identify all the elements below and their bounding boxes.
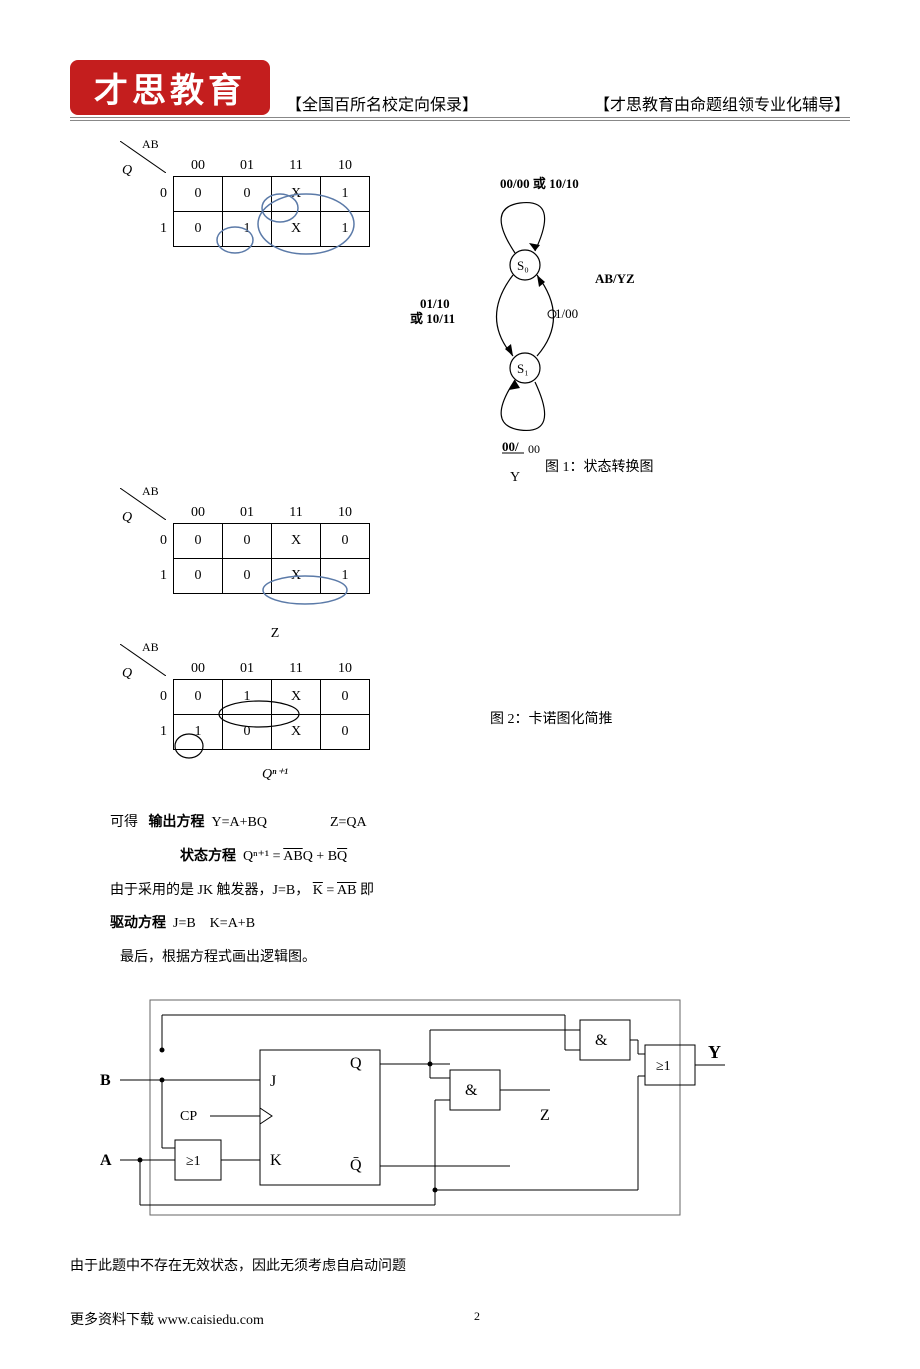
kmap3-corner-left: Q xyxy=(122,666,132,682)
conclusion-text: 由于此题中不存在无效状态，因此无须考虑自启动问题 xyxy=(70,1255,850,1279)
header-right: 【才思教育由命题组领专业化辅导】 xyxy=(594,91,850,115)
page-number: 2 xyxy=(264,1309,690,1329)
kmap3-loops xyxy=(120,696,360,766)
logo: 才思教育 xyxy=(70,60,270,115)
fig2-caption: 图 2：卡诺图化简推 xyxy=(490,708,613,728)
kmap-1: AB Q 00 01 11 10 0 0 0 X 1 1 0 xyxy=(120,141,370,263)
sd-s0: S₀ xyxy=(517,258,529,273)
or-gate-1: ≥1 xyxy=(186,1154,201,1169)
lbl-CP: CP xyxy=(180,1109,197,1124)
sd-abyz: AB/YZ xyxy=(595,271,635,286)
lbl-B: B xyxy=(100,1072,111,1089)
drive-eq-line: 驱动方程 J=B K=A+B xyxy=(110,912,850,936)
sd-right: 1/00 xyxy=(555,306,578,321)
kmap3-ch0: 00 xyxy=(174,644,223,680)
and-gate-y: & xyxy=(595,1032,608,1049)
lbl-A: A xyxy=(100,1152,112,1169)
sd-bot-1: 00/ xyxy=(502,439,519,454)
state-diagram: 00/00 或 10/10 S₀ AB/YZ 01/10 或 10/11 1/0… xyxy=(410,173,670,478)
kmap2-ch0: 00 xyxy=(174,488,223,524)
final-text: 最后，根据方程式画出逻辑图。 xyxy=(120,946,850,970)
kmap3-sublabel: Qⁿ⁺¹ xyxy=(180,766,370,783)
header-left: 【全国百所名校定向保录】 xyxy=(286,91,478,115)
kmap2-corner-top: AB xyxy=(142,484,159,499)
kmap1-corner-top: AB xyxy=(142,137,159,152)
lbl-K: K xyxy=(270,1152,282,1169)
footer-text: 更多资料下载 www.caisiedu.com xyxy=(70,1309,264,1329)
kmap2-ch1: 01 xyxy=(223,488,272,524)
kmap1-ch3: 10 xyxy=(321,141,370,177)
kmap-3: Z AB Q 00 01 11 10 0 0 1 X xyxy=(120,626,370,783)
lbl-Q: Q xyxy=(350,1055,362,1072)
kmap1-ch2: 11 xyxy=(272,141,321,177)
jk-text-line: 由于采用的是 JK 触发器，J=B， K = AB 即 xyxy=(110,879,850,903)
kmap2-ch3: 10 xyxy=(321,488,370,524)
page-header: 才思教育 【全国百所名校定向保录】 【才思教育由命题组领专业化辅导】 xyxy=(70,60,850,121)
kmap1-corner-left: Q xyxy=(122,163,132,179)
or-gate-y: ≥1 xyxy=(656,1059,671,1074)
logic-diagram: B A ≥1 CP J K Q Q̄ xyxy=(90,990,850,1235)
kmap2-ch2: 11 xyxy=(272,488,321,524)
kmap-2: Y AB Q 00 01 11 10 0 0 0 X 0 1 xyxy=(120,470,850,610)
sd-left-2: 或 10/11 xyxy=(410,311,455,326)
kmap3-ch2: 11 xyxy=(272,644,321,680)
sd-top-label: 00/00 或 10/10 xyxy=(500,176,579,191)
kmap2-corner-left: Q xyxy=(122,510,132,526)
kmap1-ch1: 01 xyxy=(223,141,272,177)
kmap1-ch0: 00 xyxy=(174,141,223,177)
lbl-Z: Z xyxy=(540,1107,550,1124)
lbl-Qbar: Q̄ xyxy=(350,1157,362,1174)
lbl-Y: Y xyxy=(708,1042,721,1062)
sd-left-1: 01/10 xyxy=(420,296,450,311)
state-eq-line: 状态方程 Qⁿ⁺¹ = ABQ + BQ xyxy=(180,845,850,869)
kmap1-loops xyxy=(120,188,360,268)
kmap2-loops xyxy=(120,540,360,610)
fig1-caption: 图 1：状态转换图 xyxy=(545,458,654,473)
lbl-J: J xyxy=(270,1073,276,1090)
kmap3-ch3: 10 xyxy=(321,644,370,680)
output-eq-line: 可得 输出方程 Y=A+BQ Z=QA xyxy=(110,811,850,835)
kmap3-corner-top: AB xyxy=(142,640,159,655)
and-gate-z: & xyxy=(465,1082,478,1099)
sd-bot-2: 00 xyxy=(528,442,540,456)
sd-s1: S₁ xyxy=(517,361,529,376)
kmap3-title: Z xyxy=(180,626,370,642)
kmap3-ch1: 01 xyxy=(223,644,272,680)
